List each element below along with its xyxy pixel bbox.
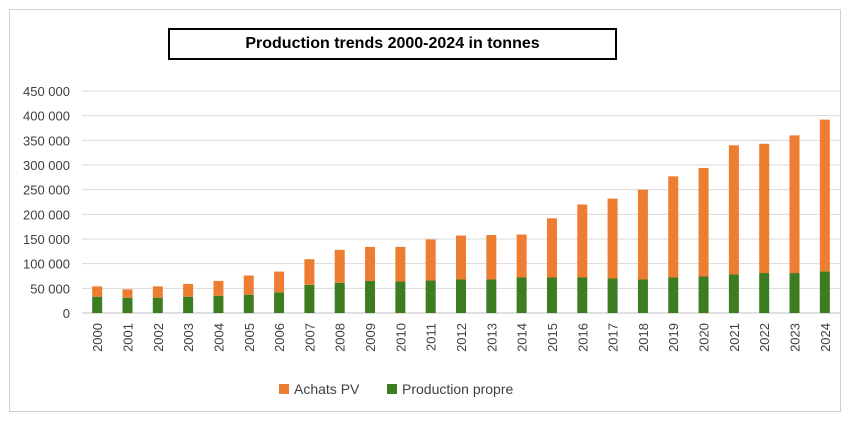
bar-production-propre [698,276,709,313]
legend-item-production-propre: Production propre [387,381,513,397]
bar-achats-pv [456,235,466,280]
bar-achats-pv [789,135,800,274]
bar-achats-pv [819,119,830,272]
bar-production-propre [728,274,739,313]
bar-achats-pv [243,275,254,295]
legend-label-production-propre: Production propre [402,381,514,397]
bar-production-propre [152,297,163,313]
bar-achats-pv [759,143,770,274]
bar-achats-pv [607,198,618,279]
legend-label-achats-pv: Achats PV [294,381,360,397]
bar-achats-pv [213,280,224,296]
bar-achats-pv [152,286,163,298]
bar-achats-pv [577,204,588,278]
bar-achats-pv [395,246,406,282]
bar-production-propre [334,282,345,313]
bar-achats-pv [92,286,103,297]
bar-production-propre [546,277,557,313]
bar-achats-pv [183,283,194,297]
x-tick-label: 2002 [151,323,166,352]
bar-production-propre [486,279,497,313]
y-tick-label: 250 000 [23,183,70,198]
bar-production-propre [213,295,224,313]
bar-achats-pv [425,239,436,281]
y-tick-label: 350 000 [23,133,70,148]
x-tick-label: 2012 [454,323,469,352]
bar-production-propre [183,296,194,313]
x-tick-label: 2017 [606,323,621,352]
bar-achats-pv [365,246,376,281]
x-tick-label: 2006 [272,323,287,352]
bar-production-propre [759,273,770,313]
bar-production-propre [304,284,315,313]
bar-production-propre [92,296,103,313]
x-tick-label: 2008 [333,323,348,352]
legend-item-achats-pv: Achats PV [279,381,359,397]
x-tick-label: 2015 [545,323,560,352]
bar-achats-pv [274,271,285,293]
bar-production-propre [274,292,285,313]
x-tick-label: 2001 [120,323,135,352]
bar-achats-pv [486,235,497,280]
bar-production-propre [516,277,527,313]
bar-achats-pv [304,259,315,285]
x-tick-label: 2022 [757,323,772,352]
legend-swatch-achats-pv [279,384,289,394]
bar-production-propre [122,297,133,313]
y-tick-label: 300 000 [23,158,70,173]
y-tick-label: 450 000 [23,84,70,99]
bar-production-propre [668,277,679,313]
x-tick-label: 2018 [636,323,651,352]
x-tick-label: 2007 [302,323,317,352]
x-tick-label: 2010 [393,323,408,352]
bar-production-propre [456,279,466,313]
x-tick-label: 2004 [211,323,226,352]
x-tick-label: 2024 [818,323,833,352]
x-tick-label: 2016 [575,323,590,352]
x-tick-label: 2019 [666,323,681,352]
bar-achats-pv [334,249,345,283]
x-tick-label: 2020 [697,323,712,352]
y-tick-label: 400 000 [23,109,70,124]
y-tick-label: 50 000 [30,281,70,296]
x-tick-label: 2005 [242,323,257,352]
bar-achats-pv [698,167,709,277]
bar-production-propre [637,279,648,313]
legend-swatch-production-propre [387,384,397,394]
x-tick-label: 2011 [424,323,439,351]
y-tick-label: 0 [63,306,70,321]
bar-production-propre [789,273,800,313]
bar-production-propre [395,281,406,313]
x-tick-label: 2013 [484,323,499,352]
x-tick-label: 2000 [90,323,105,352]
bar-achats-pv [122,289,133,298]
y-tick-label: 100 000 [23,257,70,272]
x-tick-label: 2014 [515,323,530,352]
y-tick-label: 200 000 [23,207,70,222]
x-tick-label: 2003 [181,323,196,352]
y-tick-label: 150 000 [23,232,70,247]
bar-achats-pv [516,234,527,278]
bar-achats-pv [728,145,739,275]
bar-production-propre [819,271,830,313]
x-tick-label: 2009 [363,323,378,352]
bar-achats-pv [546,218,557,278]
bar-production-propre [243,294,254,313]
chart-title: Production trends 2000-2024 in tonnes [168,28,617,60]
bar-achats-pv [668,176,679,278]
bar-production-propre [577,277,588,313]
bar-production-propre [607,278,618,313]
x-tick-label: 2023 [788,323,803,352]
bar-achats-pv [637,189,648,280]
bar-production-propre [425,280,436,313]
x-tick-label: 2021 [727,323,742,352]
bar-production-propre [365,280,376,313]
